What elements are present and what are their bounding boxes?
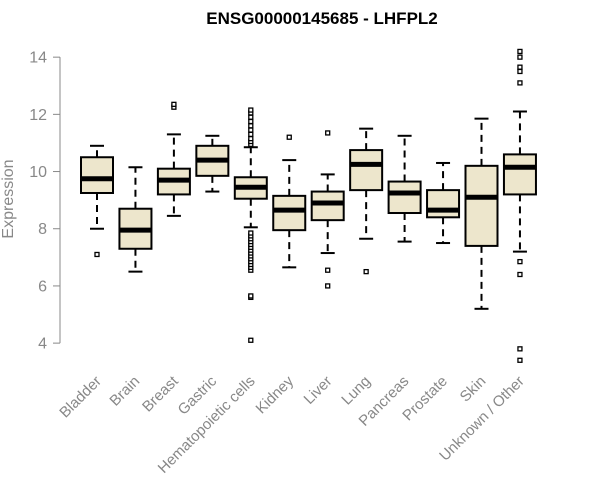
y-axis-label: Expression xyxy=(0,159,17,238)
box-prostate xyxy=(426,161,461,245)
x-tick-label: Liver xyxy=(301,373,336,408)
iqr-box xyxy=(502,153,537,196)
box-skin xyxy=(464,117,499,310)
outlier-point xyxy=(248,337,254,343)
outlier-point xyxy=(94,251,100,258)
iqr-box xyxy=(310,190,345,222)
box-liver xyxy=(310,130,345,289)
outlier-point xyxy=(248,131,254,138)
outlier-point xyxy=(248,230,254,236)
outlier-point xyxy=(517,68,523,75)
x-tick-label: Skin xyxy=(457,373,490,406)
y-tick-label: 14 xyxy=(29,50,47,67)
iqr-box xyxy=(80,156,114,194)
outlier-point xyxy=(248,107,254,113)
outlier-point xyxy=(248,136,254,142)
outlier-point xyxy=(517,80,523,86)
box-kidney xyxy=(272,134,307,269)
outlier-point xyxy=(248,293,254,299)
outlier-point xyxy=(248,114,254,120)
outlier-point xyxy=(517,48,523,55)
iqr-box xyxy=(272,194,307,232)
outlier-point xyxy=(325,267,331,273)
box-bladder xyxy=(80,144,114,258)
y-tick-label: 8 xyxy=(38,221,47,238)
outlier-point xyxy=(517,346,523,352)
axes: 4 6 8 10 12 14 xyxy=(29,50,61,353)
iqr-box xyxy=(426,189,461,219)
box-gastric xyxy=(195,134,230,193)
x-tick-label: Kidney xyxy=(253,372,298,417)
iqr-box xyxy=(387,180,422,215)
outlier-point xyxy=(325,130,331,136)
box-brain xyxy=(118,166,153,273)
x-tick-label: Bladder xyxy=(56,373,105,422)
y-tick-label: 10 xyxy=(29,164,47,181)
iqr-box xyxy=(464,164,499,247)
outlier-point xyxy=(517,271,523,278)
iqr-box xyxy=(349,149,384,192)
chart-title: ENSG00000145685 - LHFPL2 xyxy=(206,9,438,28)
box-lung xyxy=(349,127,384,275)
outlier-point xyxy=(248,127,254,133)
outlier-point xyxy=(325,283,331,289)
y-tick-label: 6 xyxy=(38,278,47,295)
box-hematopoietic-cells xyxy=(233,107,268,343)
y-tick-label: 4 xyxy=(38,336,47,353)
box-breast xyxy=(156,101,191,217)
outlier-point xyxy=(517,258,523,265)
outlier-point xyxy=(248,123,254,129)
outlier-point xyxy=(248,118,254,125)
outlier-point xyxy=(517,54,523,60)
outlier-point xyxy=(171,101,177,107)
outlier-point xyxy=(517,357,523,363)
y-tick-label: 12 xyxy=(29,107,47,124)
x-tick-label: Lung xyxy=(338,373,374,409)
boxes xyxy=(80,48,537,363)
x-tick-label: Brain xyxy=(106,373,143,410)
box-pancreas xyxy=(387,134,422,243)
outlier-point xyxy=(363,268,369,275)
outlier-point xyxy=(517,64,523,70)
outlier-point xyxy=(286,134,292,140)
box-unknown-other xyxy=(502,48,537,363)
